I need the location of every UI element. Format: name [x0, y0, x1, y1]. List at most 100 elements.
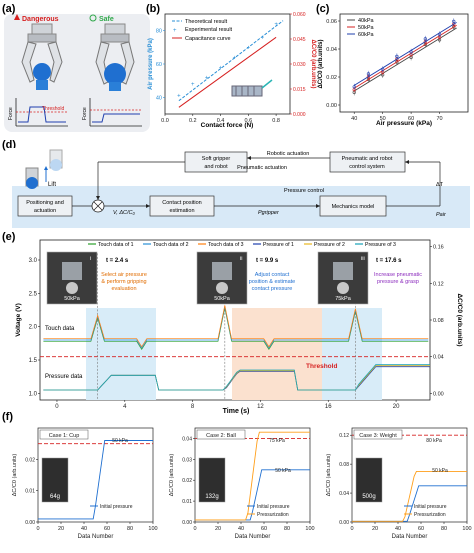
- legend-initial: Initial pressure: [414, 504, 447, 510]
- case-xlabel: Data Number: [78, 534, 114, 540]
- x-tick-label: 0.4: [217, 118, 225, 124]
- ann-2-line3: contact pressure: [252, 286, 293, 292]
- dangerous-label: Dangerous: [22, 16, 59, 23]
- legend-40kpa: 40kPa: [358, 18, 375, 24]
- x-tick-label: 20: [372, 526, 378, 532]
- x-tick-label: 20: [393, 404, 400, 410]
- ann-3-line1: Increase pneumatic: [374, 272, 422, 278]
- panel-b-label: (b): [146, 3, 160, 15]
- case-photo: [41, 457, 69, 503]
- x-tick-label: 100: [148, 526, 157, 532]
- legend-initial: Initial pressure: [257, 504, 290, 510]
- force-axis-label-2: Force: [82, 107, 88, 120]
- panel-c-ylabel: ΔC/C0 (arb.units): [318, 40, 324, 89]
- gripper-illustration-safe: [95, 23, 135, 91]
- robotic-actuation-label: Robotic actuation: [267, 151, 310, 157]
- legend-touch-1: Touch data of 1: [98, 242, 134, 248]
- lift-illustration: [25, 149, 63, 189]
- y-tick-label: 0.01: [182, 499, 192, 505]
- panel-b: 0.0 0.2 0.4 0.6 0.8 40 60 80 0.000 0.015 0.030 0.04…: [148, 12, 316, 129]
- legend-50kpa: 50kPa: [358, 25, 375, 31]
- x-tick-label: 0.6: [245, 118, 253, 124]
- ann-2-line1: Adjust contact: [255, 272, 290, 278]
- yl-tick-label: 2.0: [29, 325, 38, 331]
- legend-theoretical: Theoretical result: [185, 19, 228, 25]
- legend-touch-3: Touch data of 3: [208, 242, 244, 248]
- gripper-illustration-dangerous: [21, 23, 63, 90]
- x-tick-label: 0.0: [161, 118, 169, 124]
- legend-capacitance: Capacitance curve: [185, 36, 231, 42]
- delta-t-label: ΔT: [436, 182, 444, 188]
- panel-e: 0 4 8 12 16 20 1.0 1.5 2.0 2.5 3.0 0.00 0.04 0.08 0.12…: [15, 239, 463, 415]
- warning-icon: [14, 14, 20, 20]
- case-frame: [194, 427, 311, 523]
- pressurization-series: [195, 431, 310, 521]
- x-tick-label: 60: [408, 116, 414, 122]
- case-title: Case 2: Ball: [206, 433, 236, 439]
- pressure-series: [43, 364, 430, 391]
- case-ylabel: ΔC/C0 (arb.units): [12, 454, 18, 497]
- case-frame: [37, 427, 154, 523]
- ann-1-line3: evaluation: [111, 286, 136, 292]
- case-kpa-low: 50 kPa: [275, 468, 291, 474]
- panel-b-legend: Theoretical result + Experimental result…: [172, 19, 233, 42]
- p-air-label: Pair: [436, 212, 447, 218]
- inset-photo-3: iii 75kPa: [317, 251, 369, 305]
- x-tick-label: 80: [284, 526, 290, 532]
- ann-3-line2: pressure & grasp: [377, 279, 419, 285]
- case-title-box: [353, 429, 403, 440]
- x-tick-label: 0.8: [272, 118, 280, 124]
- panel-e-ylabel-left: Voltage (V): [15, 303, 22, 336]
- theoretical-line: [178, 20, 284, 102]
- x-tick-label: 16: [325, 404, 332, 410]
- panel-e-legend: Touch data of 1 Touch data of 2 Touch da…: [88, 242, 396, 248]
- yr-tick-label: 0.000: [293, 112, 306, 118]
- case-title-box: [196, 429, 246, 440]
- x-tick-label: 40: [395, 526, 401, 532]
- safe-icon: [89, 14, 97, 22]
- x-tick-label: 40: [81, 526, 87, 532]
- x-tick-label: 80: [441, 526, 447, 532]
- case-photo: [198, 457, 226, 503]
- inset-photo-1: i 50kPa: [46, 251, 98, 305]
- inset-pressure-2: 50kPa: [214, 296, 231, 302]
- pneumatic-actuation-label: Pneumatic actuation: [237, 165, 287, 171]
- case-xlabel: Data Number: [392, 534, 428, 540]
- ann-1-line2: & perform gripping: [101, 279, 146, 285]
- time-label-3: t = 17.6 s: [376, 258, 402, 264]
- case-photo: [355, 457, 383, 503]
- yr-tick-label: 0.12: [433, 281, 444, 287]
- inset-roman-2: ii: [240, 256, 242, 262]
- lift-label: Lift: [48, 182, 56, 188]
- force-mini-plot-1: Threshold Force: [8, 98, 68, 127]
- x-tick-label: 0: [193, 526, 196, 532]
- x-tick-label: 12: [257, 404, 264, 410]
- experimental-point: +: [247, 45, 251, 51]
- phase-2-shade: [232, 308, 322, 400]
- yl-tick-label: 80: [156, 29, 162, 35]
- experimental-point: +: [177, 94, 181, 100]
- x-tick-label: 80: [127, 526, 133, 532]
- x-tick-label: 8: [191, 404, 195, 410]
- pressure-control-label: Pressure control: [284, 188, 324, 194]
- threshold-label-e: Threshold: [306, 363, 337, 370]
- x-tick-label: 60: [418, 526, 424, 532]
- inset-pressure-1: 50kPa: [64, 296, 81, 302]
- capacitance-curve: [178, 36, 277, 108]
- yl-tick-label: 3.0: [29, 258, 38, 264]
- legend-experimental: Experimental result: [185, 27, 233, 33]
- experimental-point: +: [191, 82, 195, 88]
- experimental-point: +: [274, 22, 278, 28]
- experimental-point: +: [260, 35, 264, 41]
- case-kpa-high: 50 kPa: [112, 438, 128, 444]
- threshold-label: Threshold: [42, 106, 64, 112]
- panel-f-label: (f): [2, 411, 13, 423]
- positioning-text-1: Positioning and: [26, 200, 64, 206]
- yr-tick-label: 0.00: [433, 391, 444, 397]
- yl-tick-label: 1.5: [29, 358, 38, 364]
- x-tick-label: 40: [238, 526, 244, 532]
- case-title-box: [39, 429, 89, 440]
- yl-tick-label: 1.0: [29, 391, 38, 397]
- force-mini-plot-2: Force: [82, 98, 142, 127]
- x-tick-label: 0: [55, 404, 59, 410]
